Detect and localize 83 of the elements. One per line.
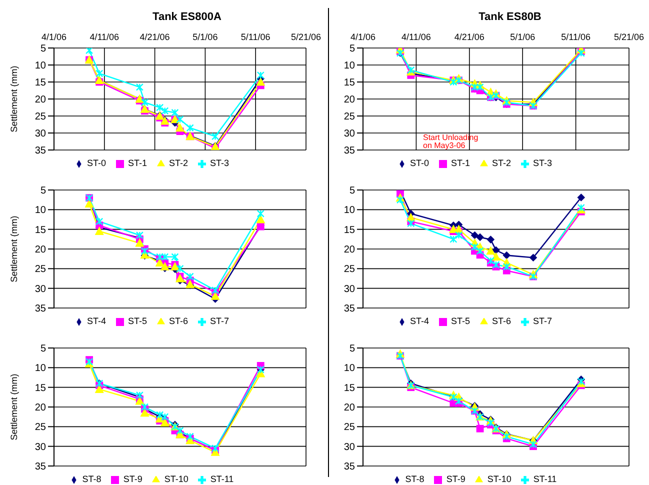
legend-label: ST-6 (492, 316, 512, 326)
y-axis-title: Settlement (mm) (9, 216, 20, 282)
y-tick-label: 30 (344, 284, 356, 295)
y-tick-label: 5 (40, 186, 46, 197)
legend-label: ST-8 (82, 474, 102, 484)
y-tick-label: 35 (34, 462, 46, 473)
legend-label: ST-9 (123, 474, 142, 484)
y-tick-label: 25 (344, 112, 356, 123)
y-tick-label: 25 (344, 264, 356, 276)
y-tick-label: 35 (34, 304, 46, 315)
x-tick-label: 4/21/06 (140, 32, 170, 42)
legend-label: ST-0 (86, 158, 106, 168)
legend-label: ST-11 (533, 474, 557, 484)
y-tick-label: 20 (34, 402, 46, 414)
y-tick-label: 5 (40, 344, 46, 355)
legend-label: ST-5 (128, 316, 147, 326)
x-tick-label: 4/1/06 (41, 32, 67, 42)
legend-label: ST-3 (210, 158, 230, 168)
y-tick-label: 25 (344, 422, 356, 434)
x-tick-label: 4/11/06 (402, 32, 431, 42)
x-tick-label: 5/21/06 (290, 32, 322, 42)
x-tick-label: 5/1/06 (192, 32, 218, 42)
y-tick-label: 5 (349, 44, 356, 55)
legend-label: ST-5 (450, 316, 470, 326)
x-tick-label: 5/11/06 (240, 32, 270, 42)
legend-label: ST-2 (169, 158, 188, 168)
y-tick-label: 35 (344, 304, 356, 315)
x-tick-label: 5/1/06 (510, 32, 536, 42)
legend-label: ST-2 (492, 158, 512, 168)
legend-label: ST-10 (164, 474, 188, 484)
legend-label: ST-7 (533, 316, 552, 326)
x-tick-label: 5/21/06 (614, 32, 644, 42)
legend-label: ST-8 (405, 474, 424, 484)
y-tick-label: 30 (34, 442, 46, 453)
y-tick-label: 30 (344, 128, 356, 140)
y-tick-label: 20 (34, 94, 46, 106)
x-tick-label: 4/21/06 (454, 32, 484, 42)
chart-title: Tank ES800A (152, 10, 222, 25)
y-tick-label: 20 (344, 94, 356, 106)
x-tick-label: 4/11/06 (90, 32, 120, 42)
legend-label: ST-3 (533, 158, 552, 168)
y-axis-title: Settlement (mm) (9, 374, 20, 440)
y-tick-label: 35 (344, 146, 356, 157)
x-tick-label: 5/11/06 (561, 32, 590, 42)
legend-label: ST-6 (169, 316, 188, 326)
y-tick-label: 20 (344, 244, 356, 256)
x-tick-label: 4/1/06 (350, 32, 376, 42)
y-tick-label: 15 (34, 382, 46, 394)
legend-label: ST-9 (446, 474, 466, 484)
y-tick-label: 5 (349, 186, 356, 197)
legend-label: ST-0 (410, 158, 429, 168)
legend-label: ST-4 (410, 316, 429, 326)
y-tick-label: 25 (34, 112, 46, 123)
y-tick-label: 10 (344, 363, 356, 374)
y-tick-label: 5 (40, 44, 46, 55)
y-tick-label: 10 (34, 60, 46, 72)
y-tick-label: 10 (34, 363, 46, 374)
chart-title: Tank ES80B (478, 10, 542, 25)
y-tick-label: 5 (349, 344, 356, 355)
y-tick-label: 15 (34, 224, 46, 236)
legend-label: ST-1 (128, 158, 147, 168)
y-tick-label: 35 (34, 146, 46, 157)
y-tick-label: 30 (34, 284, 46, 295)
y-tick-label: 15 (34, 78, 46, 89)
legend-label: ST-4 (86, 316, 106, 326)
y-tick-label: 25 (34, 264, 46, 276)
y-tick-label: 10 (34, 205, 46, 216)
y-tick-label: 15 (344, 382, 356, 394)
y-axis-title: Settlement (mm) (9, 66, 20, 132)
y-tick-label: 15 (344, 78, 356, 89)
y-tick-label: 35 (344, 462, 356, 473)
y-tick-label: 15 (344, 224, 356, 236)
legend-label: ST-11 (210, 474, 234, 484)
y-tick-label: 10 (344, 205, 356, 216)
y-tick-label: 30 (344, 442, 356, 453)
legend-label: ST-1 (450, 158, 470, 168)
legend-label: ST-10 (487, 474, 512, 484)
y-tick-label: 30 (34, 128, 46, 140)
y-tick-label: 25 (34, 422, 46, 434)
legend-label: ST-7 (210, 316, 230, 326)
y-tick-label: 10 (344, 60, 356, 72)
y-tick-label: 20 (344, 402, 356, 414)
y-tick-label: 20 (34, 244, 46, 256)
